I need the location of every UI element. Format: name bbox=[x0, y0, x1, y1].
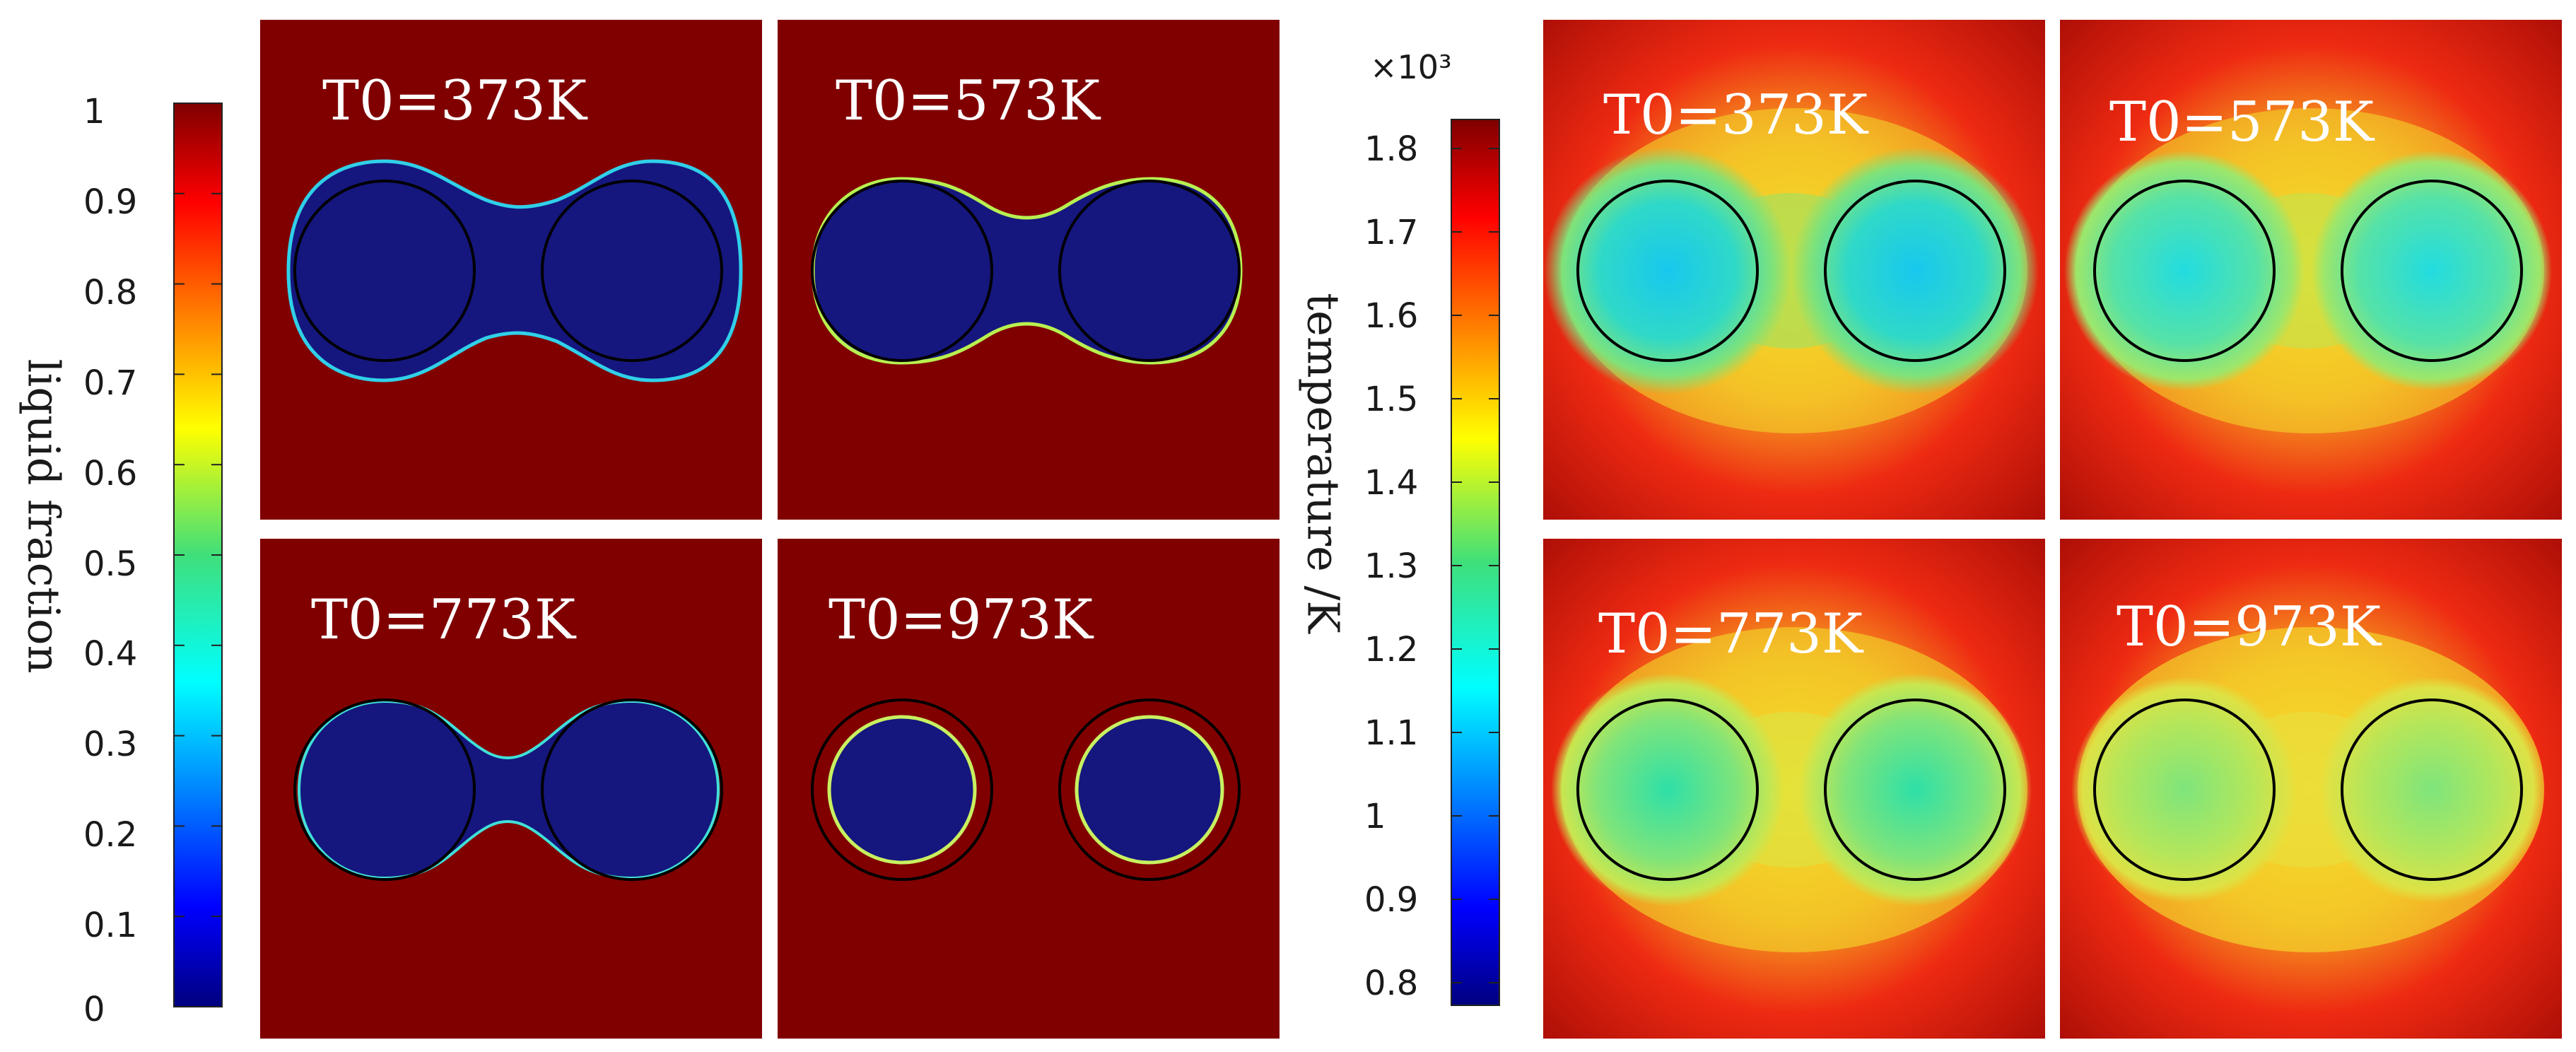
lf-tick-label: 0.8 bbox=[83, 273, 138, 312]
temperature-field bbox=[1543, 539, 2045, 1039]
particle-outline bbox=[2093, 699, 2276, 881]
lf-tick-label: 0.4 bbox=[83, 634, 138, 674]
temp-tick-label: 1.2 bbox=[1364, 630, 1419, 670]
lf-tick-label: 0 bbox=[83, 990, 105, 1029]
liquid-fraction-panel-773k: T0=773K bbox=[260, 539, 762, 1039]
lf-tick-label: 0.7 bbox=[83, 363, 138, 403]
particle-outline bbox=[811, 180, 993, 362]
panel-label: T0=773K bbox=[1598, 602, 1863, 666]
temperature-axis-title: temperature /K bbox=[1297, 293, 1350, 633]
liquid-fraction-axis-title: liquid fraction bbox=[18, 358, 70, 674]
particle-outline bbox=[1824, 180, 2006, 362]
temperature-field bbox=[2060, 20, 2562, 520]
lf-tick-label: 0.6 bbox=[83, 454, 138, 493]
solid-region bbox=[1075, 715, 1224, 865]
temp-tick-label: 1.7 bbox=[1364, 213, 1419, 252]
temperature-multiplier: ×10³ bbox=[1370, 48, 1452, 86]
liquid-fraction-field bbox=[778, 20, 1280, 520]
panel-label: T0=973K bbox=[2117, 595, 2382, 659]
liquid-fraction-field bbox=[260, 20, 762, 520]
liquid-fraction-colorbar bbox=[173, 103, 223, 1007]
temp-tick-label: 1 bbox=[1364, 797, 1386, 836]
liquid-fraction-panel-573k: T0=573K bbox=[778, 20, 1280, 520]
temp-tick-label: 1.6 bbox=[1364, 296, 1419, 336]
liquid-fraction-panel-973k: T0=973K bbox=[778, 539, 1280, 1039]
lf-tick-label: 0.3 bbox=[83, 725, 138, 764]
particle-outline bbox=[1824, 699, 2006, 881]
panel-label: T0=373K bbox=[1603, 83, 1868, 147]
lf-tick-label: 0.1 bbox=[83, 906, 138, 945]
liquid-fraction-panel-373k: T0=373K bbox=[260, 20, 762, 520]
liquid-fraction-field bbox=[778, 539, 1280, 1039]
particle-outline bbox=[1058, 180, 1241, 362]
temp-tick-label: 1.8 bbox=[1364, 129, 1419, 169]
temperature-field bbox=[2060, 539, 2562, 1039]
temperature-panel-773k: T0=773K bbox=[1543, 539, 2045, 1039]
liquid-fraction-field bbox=[260, 539, 762, 1039]
lf-tick-label: 1 bbox=[83, 92, 105, 132]
temp-tick-label: 1.1 bbox=[1364, 713, 1419, 753]
lf-tick-label: 0.5 bbox=[83, 544, 138, 584]
particle-outline bbox=[293, 180, 476, 362]
solid-region bbox=[286, 159, 743, 382]
temperature-panel-973k: T0=973K bbox=[2060, 539, 2562, 1039]
lf-tick-label: 0.2 bbox=[83, 815, 138, 855]
panel-label: T0=773K bbox=[311, 588, 576, 652]
temp-tick-label: 0.9 bbox=[1364, 880, 1419, 920]
temp-tick-label: 1.4 bbox=[1364, 463, 1419, 503]
particle-outline bbox=[541, 699, 723, 881]
solid-region bbox=[811, 177, 1243, 365]
temperature-colorbar-gradient bbox=[1451, 119, 1500, 1006]
temperature-panel-573k: T0=573K bbox=[2060, 20, 2562, 520]
liquid-fraction-colorbar-gradient bbox=[173, 103, 223, 1007]
solid-region bbox=[827, 715, 977, 865]
panel-label: T0=373K bbox=[322, 69, 587, 133]
temperature-colorbar bbox=[1451, 119, 1500, 1006]
particle-outline bbox=[2093, 180, 2276, 362]
panel-label: T0=573K bbox=[2109, 90, 2375, 154]
temp-tick-label: 1.5 bbox=[1364, 380, 1419, 419]
particle-outline bbox=[541, 180, 723, 362]
particle-outline bbox=[1576, 699, 1759, 881]
particle-outline bbox=[1576, 180, 1759, 362]
temperature-panel-373k: T0=373K bbox=[1543, 20, 2045, 520]
temp-tick-label: 0.8 bbox=[1364, 964, 1419, 1003]
temperature-field bbox=[1543, 20, 2045, 520]
particle-outline bbox=[2341, 180, 2523, 362]
lf-tick-label: 0.9 bbox=[83, 182, 138, 222]
temp-tick-label: 1.3 bbox=[1364, 547, 1419, 586]
particle-outline bbox=[1058, 699, 1241, 881]
panel-label: T0=973K bbox=[829, 588, 1094, 652]
particle-outline bbox=[811, 699, 993, 881]
particle-outline bbox=[293, 699, 476, 881]
panel-label: T0=573K bbox=[836, 69, 1101, 133]
particle-outline bbox=[2341, 699, 2523, 881]
